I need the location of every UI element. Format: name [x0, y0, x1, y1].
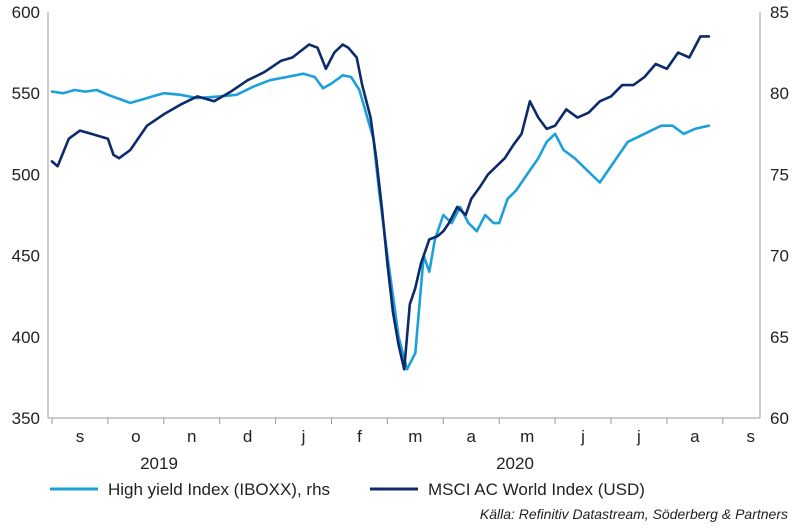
left-tick-label: 450	[12, 247, 40, 266]
right-tick-label: 65	[770, 328, 789, 347]
right-tick-label: 80	[770, 84, 789, 103]
month-label: s	[76, 427, 85, 446]
month-label: j	[301, 427, 306, 446]
month-label: a	[690, 427, 700, 446]
x-axis-year-labels: 2019 2020	[140, 454, 534, 473]
right-tick-label: 75	[770, 165, 789, 184]
left-tick-label: 400	[12, 328, 40, 347]
series-line-msci	[50, 35, 711, 371]
source-note: Källa: Refinitiv Datastream, Söderberg &…	[480, 506, 788, 522]
legend: High yield Index (IBOXX), rhs MSCI AC Wo…	[50, 480, 645, 499]
month-label: m	[520, 427, 534, 446]
left-axis-ticks: 350 400 450 500 550 600	[12, 3, 40, 428]
month-label: a	[467, 427, 477, 446]
year-label-2019: 2019	[140, 454, 178, 473]
x-axis-ticks	[51, 418, 724, 424]
month-label: m	[408, 427, 422, 446]
legend-label-msci: MSCI AC World Index (USD)	[428, 480, 645, 499]
month-label: j	[580, 427, 585, 446]
month-label: n	[187, 427, 196, 446]
plot-frame	[47, 12, 761, 419]
right-axis-ticks: 60 65 70 75 80 85	[770, 3, 789, 428]
right-tick-label: 70	[770, 247, 789, 266]
month-label: j	[636, 427, 641, 446]
left-tick-label: 500	[12, 165, 40, 184]
month-label: d	[243, 427, 252, 446]
month-label: o	[131, 427, 140, 446]
legend-label-high-yield: High yield Index (IBOXX), rhs	[108, 480, 330, 499]
right-tick-label: 60	[770, 409, 789, 428]
series-layer	[50, 35, 711, 371]
left-tick-label: 600	[12, 3, 40, 22]
year-label-2020: 2020	[496, 454, 534, 473]
left-tick-label: 350	[12, 409, 40, 428]
right-tick-label: 85	[770, 3, 789, 22]
month-label: f	[357, 427, 362, 446]
series-line-high-yield	[50, 72, 711, 371]
month-label: s	[747, 427, 756, 446]
left-tick-label: 550	[12, 84, 40, 103]
